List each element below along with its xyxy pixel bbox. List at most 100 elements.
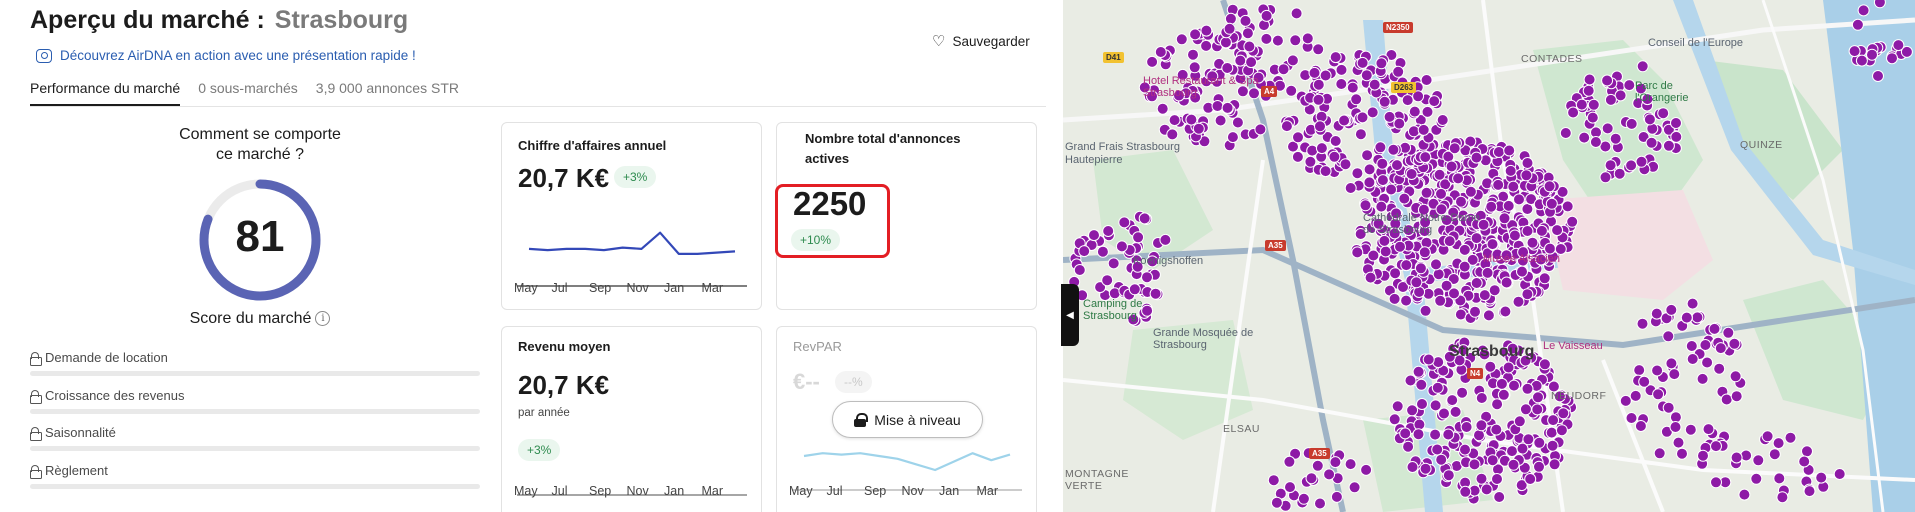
listing-marker[interactable]	[1857, 4, 1870, 17]
listing-marker[interactable]	[1404, 374, 1417, 387]
listing-marker[interactable]	[1346, 81, 1359, 94]
listing-marker[interactable]	[1206, 70, 1219, 83]
listing-marker[interactable]	[1297, 492, 1310, 505]
listing-marker[interactable]	[1445, 160, 1458, 173]
listing-marker[interactable]	[1419, 216, 1432, 229]
listing-marker[interactable]	[1784, 431, 1797, 444]
listing-marker[interactable]	[1319, 165, 1332, 178]
listing-marker[interactable]	[1367, 249, 1380, 262]
listing-marker[interactable]	[1504, 164, 1517, 177]
listing-marker[interactable]	[1486, 238, 1499, 251]
listing-marker[interactable]	[1446, 394, 1459, 407]
listing-marker[interactable]	[1131, 260, 1144, 273]
listing-marker[interactable]	[1408, 105, 1421, 118]
listing-marker[interactable]	[1328, 150, 1341, 163]
listing-marker[interactable]	[1491, 398, 1504, 411]
listing-marker[interactable]	[1226, 131, 1239, 144]
listing-marker[interactable]	[1301, 32, 1314, 45]
listing-marker[interactable]	[1102, 225, 1115, 237]
listing-marker[interactable]	[1277, 63, 1290, 76]
listing-marker[interactable]	[1438, 407, 1450, 420]
listing-marker[interactable]	[1516, 442, 1529, 455]
listing-marker[interactable]	[1722, 326, 1735, 339]
listing-marker[interactable]	[1088, 229, 1100, 242]
listing-marker[interactable]	[1710, 476, 1722, 489]
listing-marker[interactable]	[1470, 151, 1483, 164]
listing-marker[interactable]	[1406, 461, 1419, 473]
listing-marker[interactable]	[1234, 54, 1247, 67]
listing-marker[interactable]	[1545, 197, 1558, 210]
listing-marker[interactable]	[1185, 113, 1198, 126]
listing-marker[interactable]	[1470, 232, 1483, 245]
card-total-listings[interactable]: Nombre total d'annonces actives 2250 +10…	[776, 122, 1037, 310]
listing-marker[interactable]	[1412, 365, 1425, 378]
listing-marker[interactable]	[1614, 89, 1627, 102]
listing-marker[interactable]	[1189, 91, 1202, 104]
listing-marker[interactable]	[1398, 192, 1411, 205]
listing-marker[interactable]	[1900, 45, 1913, 58]
listing-marker[interactable]	[1686, 297, 1699, 310]
listing-marker[interactable]	[1387, 143, 1400, 156]
listing-marker[interactable]	[1892, 39, 1905, 52]
listing-marker[interactable]	[1434, 294, 1447, 307]
listing-marker[interactable]	[1478, 289, 1491, 302]
listing-marker[interactable]	[1669, 421, 1682, 433]
listing-marker[interactable]	[1200, 39, 1213, 52]
listing-marker[interactable]	[1484, 360, 1497, 373]
listing-marker[interactable]	[1359, 199, 1372, 212]
listing-marker[interactable]	[1547, 414, 1560, 427]
listing-marker[interactable]	[1636, 60, 1649, 73]
listing-marker[interactable]	[1613, 167, 1626, 180]
listing-marker[interactable]	[1364, 271, 1377, 284]
listing-marker[interactable]	[1519, 403, 1532, 416]
listing-marker[interactable]	[1375, 57, 1388, 70]
listing-marker[interactable]	[1166, 128, 1179, 141]
listing-marker[interactable]	[1551, 224, 1564, 237]
listing-marker[interactable]	[1412, 428, 1425, 441]
listing-marker[interactable]	[1312, 93, 1325, 106]
listing-marker[interactable]	[1211, 100, 1224, 112]
listing-marker[interactable]	[1670, 117, 1682, 129]
listing-marker[interactable]	[1657, 107, 1670, 120]
listing-marker[interactable]	[1146, 255, 1159, 268]
listing-marker[interactable]	[1154, 46, 1167, 58]
listing-marker[interactable]	[1214, 114, 1227, 127]
listing-marker[interactable]	[1643, 113, 1656, 126]
map-canvas[interactable]	[1063, 0, 1915, 512]
listing-marker[interactable]	[1176, 68, 1189, 81]
listing-marker[interactable]	[1146, 55, 1159, 68]
listing-marker[interactable]	[1500, 249, 1513, 262]
listing-marker[interactable]	[1634, 420, 1647, 432]
listing-marker[interactable]	[1429, 399, 1442, 412]
listing-marker[interactable]	[1470, 277, 1483, 289]
listing-marker[interactable]	[1710, 440, 1722, 453]
listings-map[interactable]: Conseil de l'Europe CONTADES Parc de l'O…	[1063, 0, 1915, 512]
listing-marker[interactable]	[1665, 357, 1678, 370]
listing-marker[interactable]	[1652, 388, 1665, 401]
listing-marker[interactable]	[1348, 481, 1361, 494]
listing-marker[interactable]	[1761, 430, 1774, 443]
listing-marker[interactable]	[1405, 168, 1418, 180]
listing-marker[interactable]	[1096, 245, 1109, 258]
listing-marker[interactable]	[1435, 187, 1447, 200]
listing-marker[interactable]	[1522, 433, 1535, 446]
listing-marker[interactable]	[1400, 294, 1413, 307]
listing-marker[interactable]	[1141, 271, 1153, 284]
listing-marker[interactable]	[1637, 131, 1650, 143]
listing-marker[interactable]	[1699, 339, 1712, 351]
listing-marker[interactable]	[1388, 413, 1401, 426]
listing-marker[interactable]	[1329, 135, 1342, 147]
listing-marker[interactable]	[1305, 472, 1318, 485]
listing-marker[interactable]	[1428, 95, 1441, 108]
listing-marker[interactable]	[1141, 304, 1154, 317]
listing-marker[interactable]	[1535, 253, 1547, 266]
listing-marker[interactable]	[1200, 24, 1213, 37]
listing-marker[interactable]	[1490, 423, 1503, 436]
listing-marker[interactable]	[1338, 114, 1351, 127]
listing-marker[interactable]	[1531, 403, 1544, 416]
listing-marker[interactable]	[1360, 69, 1373, 82]
listing-marker[interactable]	[1729, 370, 1742, 383]
listing-marker[interactable]	[1730, 390, 1743, 403]
listing-marker[interactable]	[1625, 412, 1638, 424]
listing-marker[interactable]	[1728, 337, 1741, 350]
